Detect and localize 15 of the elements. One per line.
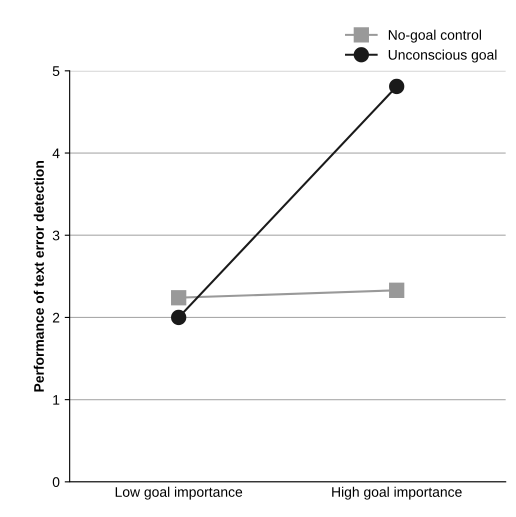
legend-label: No-goal control: [388, 30, 481, 43]
legend-label: Unconscious goal: [388, 50, 496, 62]
y-tick-label: 4: [52, 148, 60, 158]
y-axis-title: Performance of text error detection: [34, 161, 44, 392]
y-tick-label: 2: [52, 312, 60, 322]
y-tick-label: 5: [52, 66, 60, 76]
x-tick-label: Low goal importance: [116, 486, 242, 500]
y-tick-label: 3: [52, 230, 60, 240]
point: [389, 282, 404, 298]
point: [171, 290, 186, 306]
y-tick-label: 0: [52, 477, 60, 488]
x-tick-label: High goal importance: [332, 486, 462, 500]
y-tick-label: 1: [53, 395, 60, 405]
point: [389, 78, 404, 94]
point: [171, 310, 186, 326]
